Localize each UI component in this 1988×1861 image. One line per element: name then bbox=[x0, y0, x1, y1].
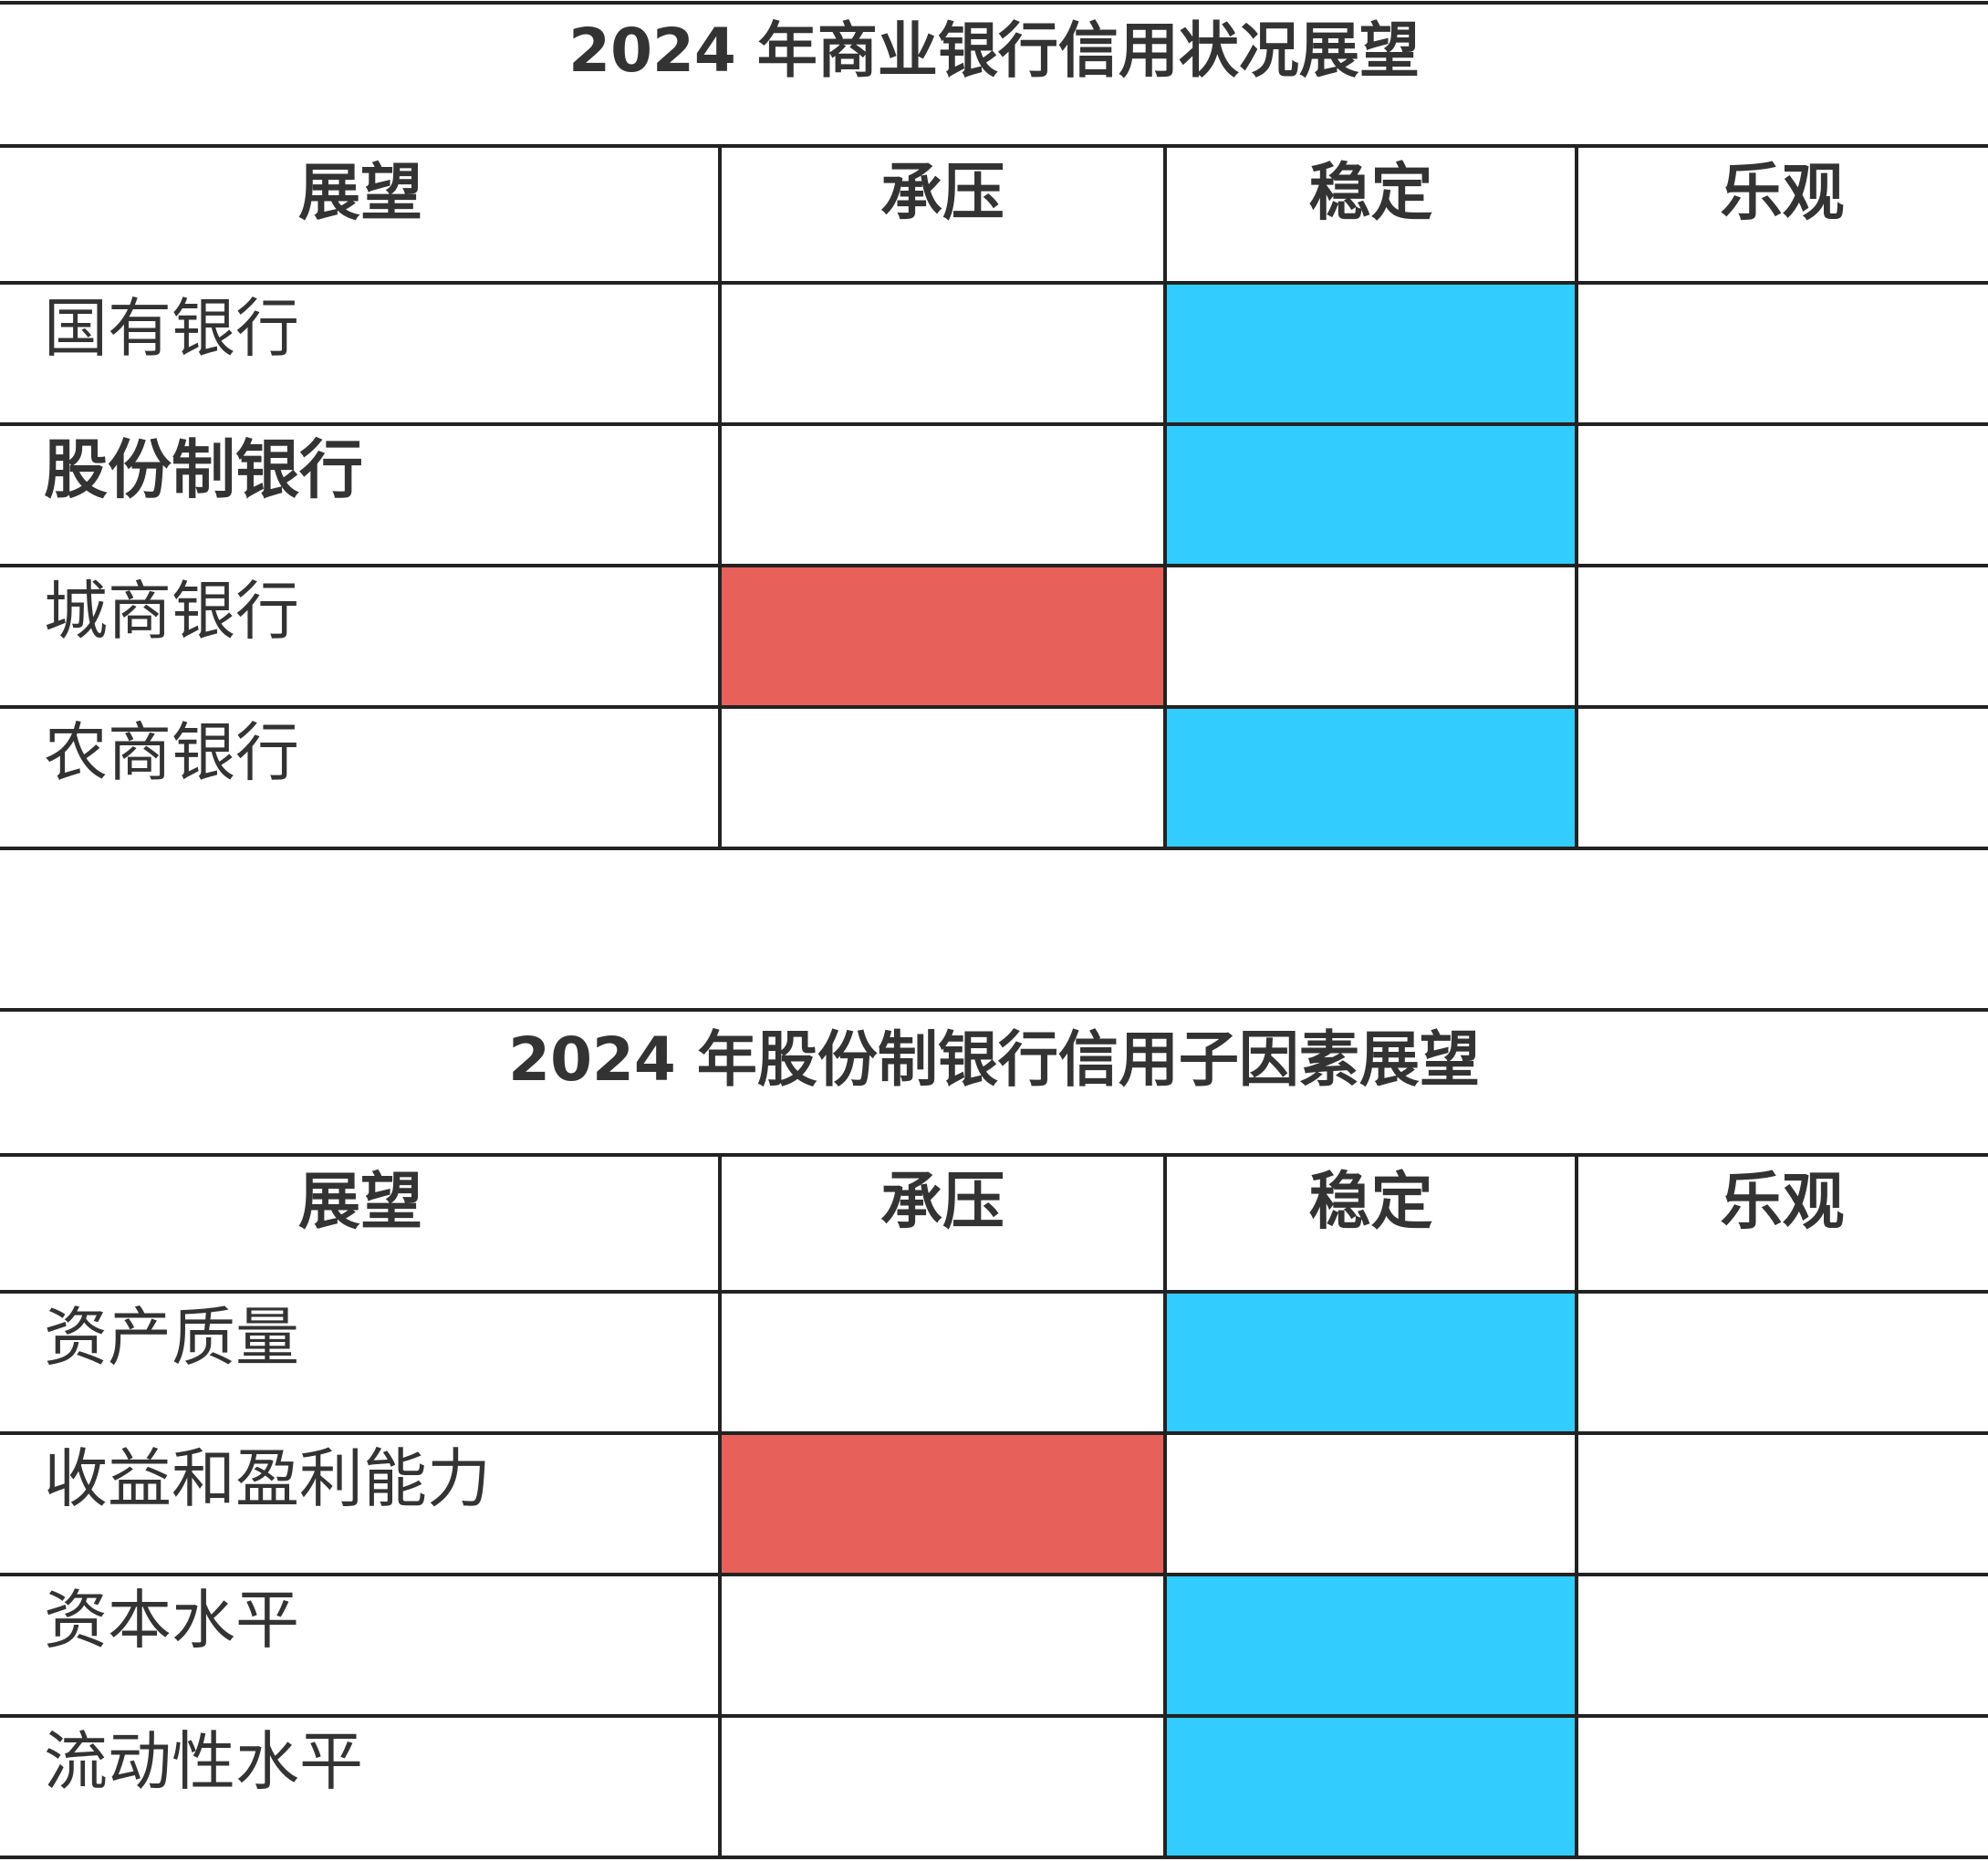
status-cell bbox=[1165, 1575, 1577, 1716]
column-header: 乐观 bbox=[1720, 158, 1844, 230]
status-cell bbox=[1165, 707, 1577, 848]
column-header: 稳定 bbox=[1308, 1167, 1432, 1239]
table-title: 2024 年商业银行信用状况展望 bbox=[568, 16, 1420, 86]
row-label: 农商银行 bbox=[44, 715, 299, 790]
row-label: 资本水平 bbox=[44, 1583, 299, 1658]
column-header: 展望 bbox=[298, 158, 422, 230]
status-cell bbox=[720, 1433, 1165, 1575]
status-cell bbox=[1165, 1292, 1577, 1433]
row-label: 流动性水平 bbox=[44, 1724, 363, 1799]
column-header: 稳定 bbox=[1308, 158, 1432, 230]
status-cell bbox=[720, 566, 1165, 707]
column-header: 承压 bbox=[880, 158, 1004, 230]
row-label: 股份制银行 bbox=[44, 432, 363, 507]
column-header: 展望 bbox=[298, 1167, 422, 1239]
status-cell bbox=[1165, 1716, 1577, 1857]
row-label: 资产质量 bbox=[44, 1300, 299, 1375]
status-cell bbox=[1165, 283, 1577, 424]
row-label: 国有银行 bbox=[44, 291, 299, 366]
table-title: 2024 年股份制银行信用子因素展望 bbox=[508, 1024, 1480, 1095]
row-label: 城商银行 bbox=[44, 574, 299, 649]
row-label: 收益和盈利能力 bbox=[44, 1441, 491, 1516]
status-cell bbox=[1165, 424, 1577, 566]
column-header: 乐观 bbox=[1720, 1167, 1844, 1239]
column-header: 承压 bbox=[880, 1167, 1004, 1239]
